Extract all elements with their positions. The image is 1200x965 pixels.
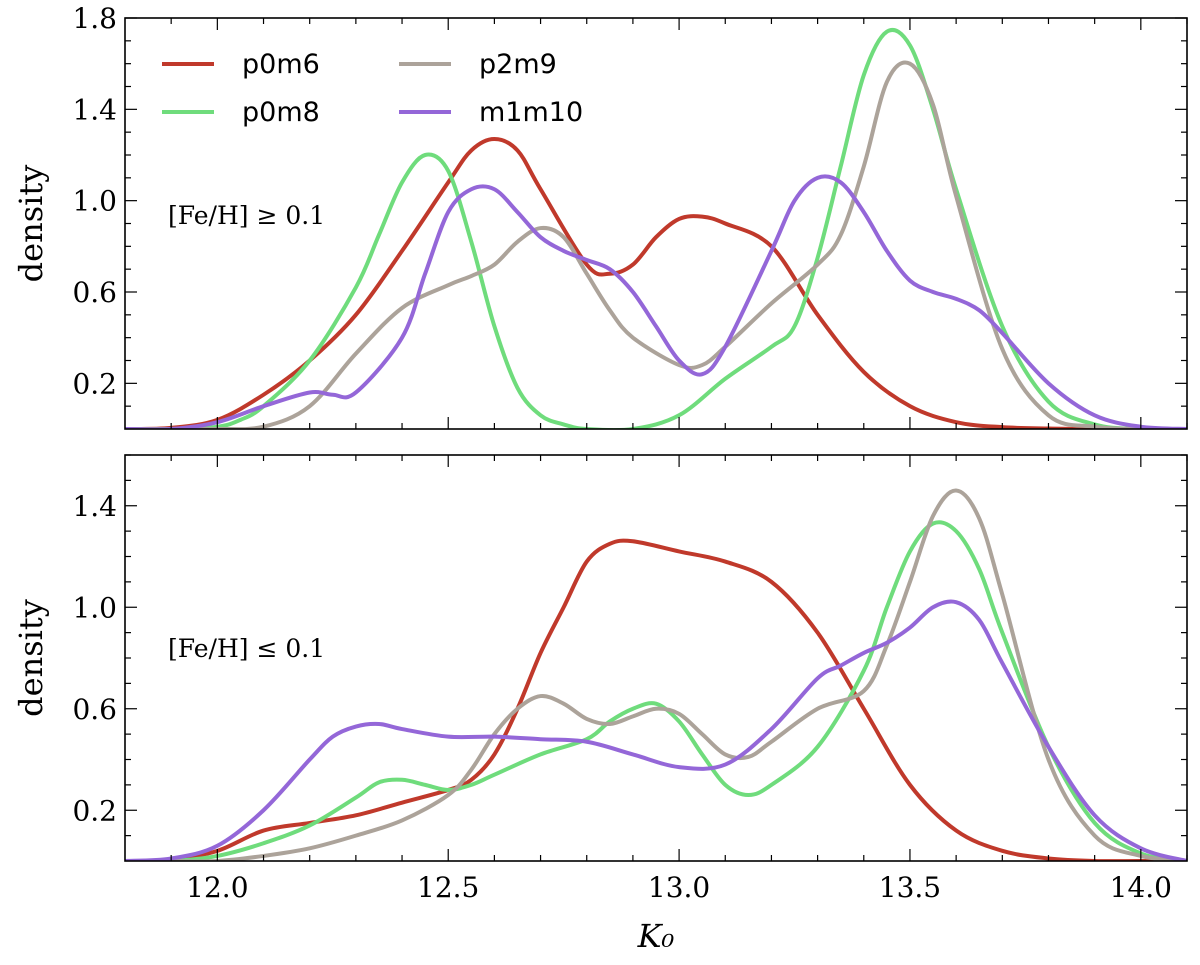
series-curves <box>125 27 1187 429</box>
x-tick-label: 13.5 <box>879 871 941 904</box>
series-curves <box>125 488 1187 861</box>
y-tick-label: 1.8 <box>72 2 117 35</box>
series-line-p2m9 <box>125 488 1187 861</box>
legend-label-p0m8: p0m8 <box>242 97 320 128</box>
metallicity-annotation: [Fe/H] ≤ 0.1 <box>168 634 325 663</box>
series-line-p0m8 <box>125 27 1187 429</box>
y-tick-label: 1.4 <box>72 93 117 126</box>
y-tick-label: 0.6 <box>72 693 117 726</box>
y-tick-label: 0.2 <box>72 367 117 400</box>
y-axis-label: density <box>12 599 50 717</box>
y-tick-label: 0.2 <box>72 794 117 827</box>
metallicity-annotation: [Fe/H] ≥ 0.1 <box>168 201 325 230</box>
y-tick-label: 1.4 <box>72 490 117 523</box>
y-tick-label: 0.6 <box>72 276 117 309</box>
legend-label-p2m9: p2m9 <box>479 49 557 80</box>
x-axis-label: K₀ <box>637 917 675 955</box>
legend-label-p0m6: p0m6 <box>242 49 320 80</box>
series-line-m1m10 <box>125 599 1187 861</box>
series-line-p0m8 <box>125 520 1187 861</box>
y-tick-label: 1.0 <box>72 185 117 218</box>
y-axis-label: density <box>12 165 50 283</box>
series-line-p2m9 <box>125 60 1187 429</box>
x-tick-label: 12.0 <box>186 871 248 904</box>
x-tick-label: 14.0 <box>1110 871 1172 904</box>
legend-label-m1m10: m1m10 <box>479 97 583 128</box>
x-tick-label: 13.0 <box>648 871 710 904</box>
x-tick-label: 12.5 <box>417 871 479 904</box>
legend: p0m6 p0m8 p2m9 m1m10 <box>162 49 583 128</box>
series-line-p0m6 <box>125 137 1187 429</box>
y-tick-label: 1.0 <box>72 591 117 624</box>
series-line-p0m6 <box>125 538 1187 861</box>
bottom-panel: 0.2 0.6 1.0 1.4 12.0 12.5 13.0 13.5 14.0 density K… <box>12 454 1188 955</box>
series-line-m1m10 <box>125 174 1187 429</box>
